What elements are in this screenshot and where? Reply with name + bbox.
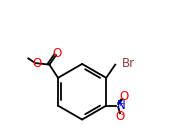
Text: +: + (116, 99, 123, 108)
Text: N: N (117, 99, 125, 112)
Text: O: O (53, 47, 62, 60)
Text: O: O (32, 57, 41, 70)
Text: Br: Br (122, 57, 135, 70)
Text: O: O (115, 110, 125, 123)
Text: O: O (119, 90, 128, 103)
Text: -: - (121, 110, 124, 119)
